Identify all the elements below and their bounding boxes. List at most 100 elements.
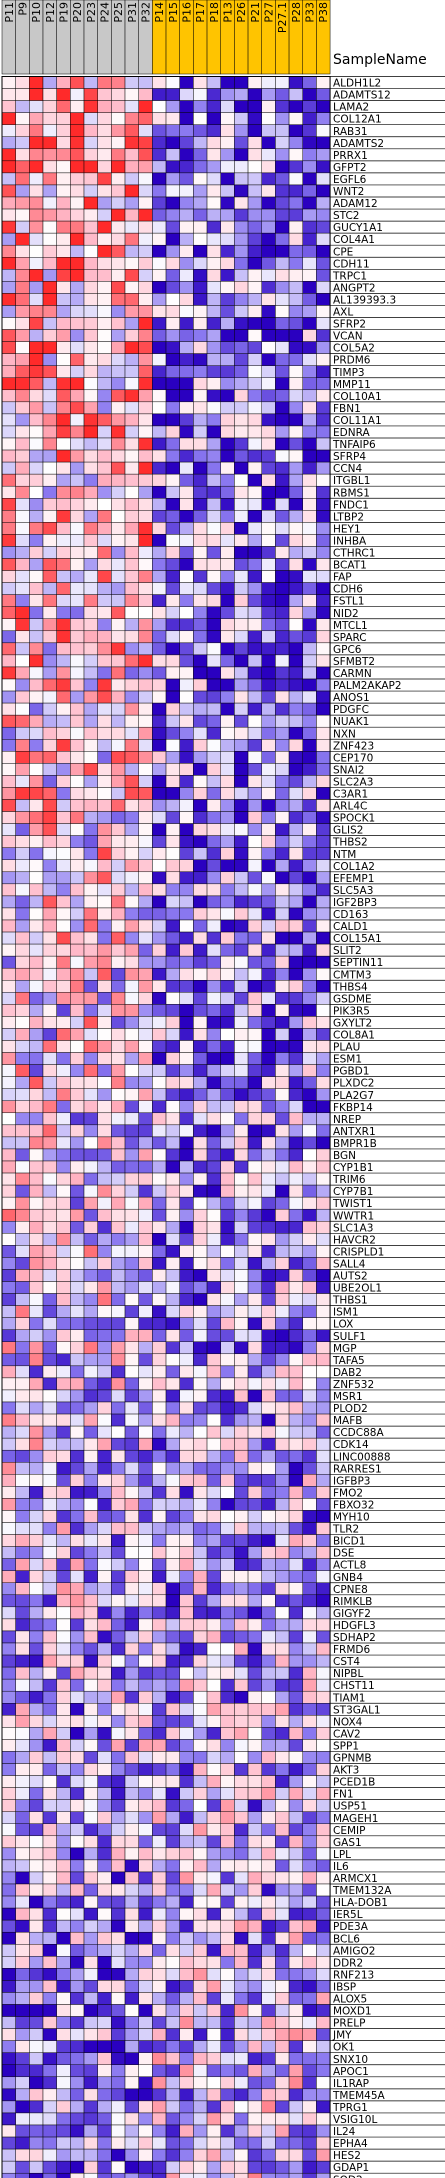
heatmap-cell bbox=[29, 967, 44, 981]
heatmap-cell bbox=[124, 678, 139, 692]
heatmap-cell bbox=[288, 485, 303, 499]
heatmap-cell bbox=[261, 775, 276, 788]
heatmap-cell bbox=[288, 2064, 303, 2078]
heatmap-cell bbox=[302, 1582, 317, 1596]
heatmap-cell bbox=[111, 739, 126, 752]
heatmap-cell bbox=[1, 1968, 16, 1981]
heatmap-cell bbox=[316, 1944, 331, 1957]
heatmap-cell bbox=[275, 907, 290, 921]
heatmap-cell bbox=[111, 1449, 126, 1463]
heatmap-cell bbox=[179, 2028, 194, 2041]
heatmap-cell bbox=[124, 739, 139, 752]
heatmap-cell bbox=[1, 510, 16, 523]
heatmap-cell bbox=[179, 1160, 194, 1174]
heatmap-cell bbox=[261, 1004, 276, 1017]
heatmap-cell bbox=[275, 2100, 290, 2114]
row-label: PRELP bbox=[333, 2018, 365, 2030]
heatmap-cell bbox=[1, 739, 16, 752]
heatmap-cell bbox=[179, 2112, 194, 2126]
heatmap-cell bbox=[165, 1570, 180, 1583]
heatmap-cell bbox=[275, 980, 290, 993]
heatmap-cell bbox=[179, 1329, 194, 1342]
heatmap-cell bbox=[152, 401, 167, 415]
heatmap-cell bbox=[288, 498, 303, 511]
heatmap-cell bbox=[234, 1968, 249, 1981]
heatmap-cell bbox=[138, 2160, 153, 2174]
heatmap-cell bbox=[70, 425, 85, 439]
heatmap-cell bbox=[15, 232, 30, 246]
heatmap-cell bbox=[111, 1956, 126, 1969]
heatmap-cell bbox=[206, 558, 221, 571]
heatmap-cell bbox=[1, 1269, 16, 1282]
heatmap-cell bbox=[206, 1690, 221, 1704]
heatmap-cell bbox=[56, 1618, 71, 1632]
heatmap-cell bbox=[152, 317, 167, 330]
heatmap-cell bbox=[1, 2160, 16, 2174]
heatmap-cell bbox=[56, 1871, 71, 1885]
heatmap-cell bbox=[124, 124, 139, 137]
heatmap-cell bbox=[97, 377, 112, 391]
heatmap-cell bbox=[70, 1377, 85, 1391]
heatmap-cell bbox=[97, 1907, 112, 1921]
heatmap-cell bbox=[302, 606, 317, 619]
heatmap-cell bbox=[138, 907, 153, 921]
heatmap-cell bbox=[261, 269, 276, 282]
heatmap-cell bbox=[220, 1148, 235, 1162]
heatmap-cell bbox=[1, 437, 16, 451]
heatmap-cell bbox=[124, 1847, 139, 1861]
heatmap-cell bbox=[138, 1449, 153, 1463]
heatmap-cell bbox=[97, 1028, 112, 1041]
heatmap-cell bbox=[15, 1678, 30, 1692]
heatmap-cell bbox=[42, 1196, 57, 1210]
heatmap-border bbox=[1, 76, 331, 2178]
heatmap-cell bbox=[29, 763, 44, 776]
heatmap-cell bbox=[15, 1763, 30, 1776]
heatmap-cell bbox=[111, 184, 126, 198]
heatmap-cell bbox=[56, 2028, 71, 2041]
heatmap-cell bbox=[206, 883, 221, 897]
heatmap-cell bbox=[1, 1462, 16, 1475]
heatmap-cell bbox=[316, 943, 331, 957]
heatmap-cell bbox=[261, 666, 276, 680]
heatmap-cell bbox=[152, 1715, 167, 1728]
heatmap-cell bbox=[165, 702, 180, 716]
heatmap-cell bbox=[179, 124, 194, 137]
heatmap-cell bbox=[179, 1919, 194, 1933]
heatmap-cell bbox=[275, 1462, 290, 1475]
heatmap-cell bbox=[193, 1594, 208, 1608]
row-label: SFRP4 bbox=[333, 451, 366, 463]
heatmap-cell bbox=[261, 1148, 276, 1162]
heatmap-cell bbox=[302, 2112, 317, 2126]
heatmap-cell bbox=[124, 1064, 139, 1077]
heatmap-cell bbox=[70, 1004, 85, 1017]
heatmap-cell bbox=[206, 1377, 221, 1391]
heatmap-cell bbox=[152, 136, 167, 150]
heatmap-cell bbox=[29, 1678, 44, 1692]
heatmap-cell bbox=[124, 220, 139, 234]
heatmap-cell bbox=[42, 931, 57, 945]
heatmap-cell bbox=[42, 1401, 57, 1415]
heatmap-cell bbox=[29, 1859, 44, 1873]
heatmap-cell bbox=[124, 1016, 139, 1029]
heatmap-cell bbox=[152, 1980, 167, 1993]
heatmap-cell bbox=[83, 1269, 98, 1282]
heatmap-cell bbox=[15, 931, 30, 945]
heatmap-cell bbox=[70, 558, 85, 571]
heatmap-cell bbox=[165, 1437, 180, 1451]
heatmap-cell bbox=[275, 666, 290, 680]
heatmap-cell bbox=[193, 1727, 208, 1740]
row-label: ANOS1 bbox=[333, 692, 370, 704]
heatmap-cell bbox=[42, 88, 57, 101]
heatmap-cell bbox=[220, 1727, 235, 1740]
heatmap-cell bbox=[83, 2088, 98, 2102]
heatmap-cell bbox=[261, 1558, 276, 1571]
row-label: COL12A1 bbox=[333, 114, 382, 126]
heatmap-cell bbox=[42, 2040, 57, 2053]
heatmap-cell bbox=[165, 1028, 180, 1041]
heatmap-cell bbox=[288, 678, 303, 692]
heatmap-cell bbox=[206, 1883, 221, 1897]
heatmap-cell bbox=[316, 1136, 331, 1150]
heatmap-cell bbox=[15, 967, 30, 981]
heatmap-cell bbox=[193, 2100, 208, 2114]
heatmap-cell bbox=[1, 714, 16, 728]
